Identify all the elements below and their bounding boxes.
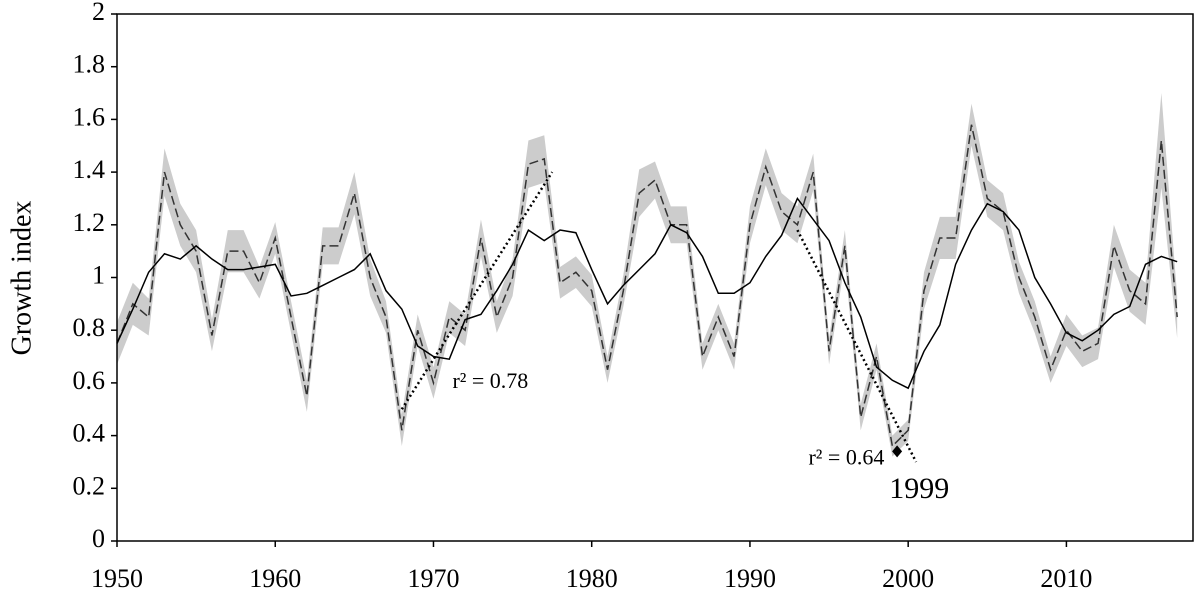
annotation: 1999 xyxy=(889,472,949,505)
y-tick-label: 0.2 xyxy=(73,471,106,500)
x-tick-label: 1990 xyxy=(724,564,776,593)
y-tick-label: 1 xyxy=(92,260,105,289)
annotation: r² = 0.78 xyxy=(452,368,528,393)
x-tick-label: 2000 xyxy=(882,564,934,593)
y-tick-label: 0.4 xyxy=(73,419,106,448)
x-tick-label: 1970 xyxy=(407,564,459,593)
y-axis-label: Growth index xyxy=(6,201,37,356)
y-tick-label: 1.6 xyxy=(73,102,106,131)
x-tick-label: 1960 xyxy=(249,564,301,593)
x-tick-label: 1950 xyxy=(91,564,143,593)
plot-frame xyxy=(116,13,1194,542)
y-tick-label: 0 xyxy=(92,524,105,553)
x-tick-label: 2010 xyxy=(1040,564,1092,593)
y-tick-label: 1.8 xyxy=(73,50,106,79)
point-marker xyxy=(892,445,903,458)
y-tick-label: 0.6 xyxy=(73,366,106,395)
series-line xyxy=(116,124,1178,448)
x-tick-label: 1980 xyxy=(566,564,618,593)
y-tick-label: 1.4 xyxy=(73,155,106,184)
trend-line xyxy=(400,171,554,410)
y-tick-label: 1.2 xyxy=(73,208,106,237)
y-tick-label: 0.8 xyxy=(73,313,106,342)
annotation: r² = 0.64 xyxy=(808,444,884,469)
uncertainty-band xyxy=(117,93,1178,457)
series-line xyxy=(116,196,1178,390)
trend-line xyxy=(796,229,918,463)
y-tick-label: 2 xyxy=(92,0,105,26)
